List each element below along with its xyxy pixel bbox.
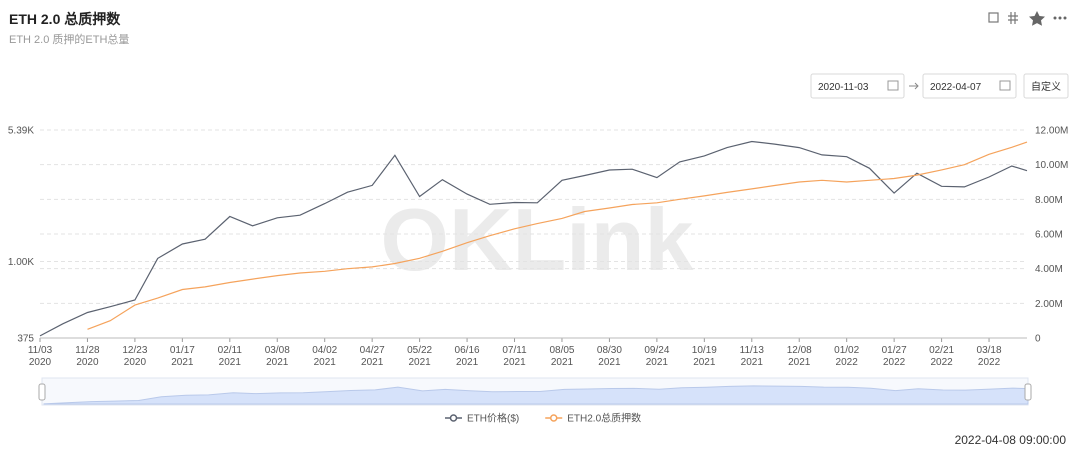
toolbar <box>988 11 1067 26</box>
end-date-input[interactable] <box>922 73 1017 99</box>
navigator-handle[interactable] <box>38 383 46 401</box>
calendar-icon <box>887 80 899 91</box>
x-tick-label: 03/18 2022 <box>977 345 1002 368</box>
y-tick-label: 5.39K <box>8 126 34 137</box>
calendar-icon <box>999 80 1011 91</box>
start-date: 2020-11-03 <box>818 82 869 93</box>
end-date: 2022-04-07 <box>930 82 982 93</box>
x-tick-label: 05/22 2021 <box>407 345 432 368</box>
y2-tick-label: 6.00M <box>1035 230 1063 241</box>
x-tick-label: 07/11 2021 <box>502 345 527 368</box>
x-tick-label: 09/24 2021 <box>644 345 669 368</box>
y-tick-label: 375 <box>17 334 34 345</box>
x-tick-label: 11/03 2020 <box>28 345 53 368</box>
y2-tick-label: 4.00M <box>1035 264 1063 275</box>
x-tick-label: 04/02 2021 <box>312 345 337 368</box>
x-tick-label: 08/30 2021 <box>597 345 622 368</box>
more-icon[interactable] <box>1053 16 1067 20</box>
x-tick-label: 01/17 2021 <box>170 345 195 368</box>
x-tick-label: 03/08 2021 <box>265 345 290 368</box>
x-tick-label: 02/21 2022 <box>929 345 954 368</box>
x-tick-label: 01/02 2022 <box>834 345 859 368</box>
navigator-area <box>43 385 1029 405</box>
start-date-input[interactable] <box>810 73 905 99</box>
x-tick-label: 10/19 2021 <box>692 345 717 368</box>
series-line <box>87 141 1028 330</box>
custom-label: 自定义 <box>1031 80 1061 93</box>
series-line <box>39 140 1028 337</box>
x-tick-label: 01/27 2022 <box>882 345 907 368</box>
x-tick-label: 12/23 2020 <box>122 345 147 368</box>
title: ETH 2.0 总质押数 <box>9 11 121 27</box>
y2-tick-label: 2.00M <box>1035 299 1063 310</box>
custom-button[interactable] <box>1023 73 1069 99</box>
navigator-handle[interactable] <box>1024 383 1032 401</box>
legend-label: ETH2.0总质押数 <box>567 412 641 425</box>
x-tick-label: 11/28 2020 <box>75 345 100 368</box>
edit-icon[interactable] <box>988 12 999 23</box>
y2-tick-label: 8.00M <box>1035 195 1063 206</box>
x-tick-label: 12/08 2021 <box>787 345 812 368</box>
star-icon[interactable] <box>1029 11 1045 26</box>
x-tick-label: 06/16 2021 <box>455 345 480 368</box>
x-tick-label: 08/05 2021 <box>549 345 574 368</box>
subtitle: ETH 2.0 质押的ETH总量 <box>9 32 129 46</box>
x-tick-label: 11/13 2021 <box>740 345 765 368</box>
compare-icon[interactable] <box>1008 12 1018 24</box>
y2-tick-label: 10.00M <box>1035 160 1068 171</box>
y2-tick-label: 0 <box>1035 334 1041 345</box>
legend-label: ETH价格($) <box>467 412 519 425</box>
watermark: OKLink <box>381 190 695 289</box>
legend-marker <box>549 414 558 422</box>
legend-marker <box>449 414 458 422</box>
x-tick-label: 02/11 2021 <box>218 345 243 368</box>
x-tick-label: 04/27 2021 <box>360 345 385 368</box>
y2-tick-label: 12.00M <box>1035 126 1068 137</box>
arrow <box>909 82 919 90</box>
timestamp: 2022-04-08 09:00:00 <box>955 433 1067 447</box>
y-tick-label: 1.00K <box>8 257 34 268</box>
